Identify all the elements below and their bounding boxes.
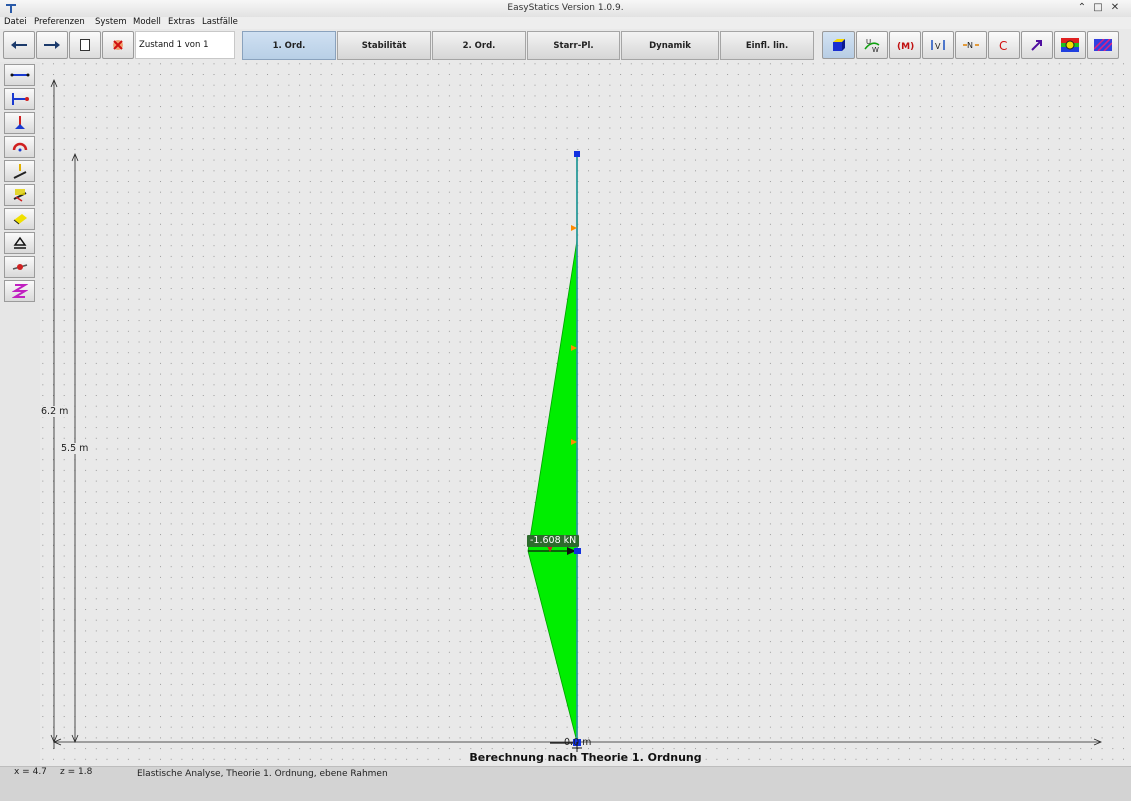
load-value-label: -1.608 kN xyxy=(527,535,580,547)
delete-state-icon xyxy=(113,40,123,50)
window-title: EasyStatics Version 1.0.9. xyxy=(507,3,624,13)
drawing-canvas[interactable]: 6.2 m 5.5 m -1.608 kN 0.0 m Berechnung n… xyxy=(40,62,1131,766)
area-load-tool-icon xyxy=(13,214,27,225)
tab-starr-pl[interactable]: Starr-Pl. xyxy=(527,31,620,60)
bar-tool-icon xyxy=(10,73,29,77)
uw-w-label: W xyxy=(872,46,879,53)
spring-tool-button[interactable] xyxy=(4,280,35,302)
bar-tool-button[interactable] xyxy=(4,64,35,86)
pattern-icon xyxy=(1094,39,1112,51)
vector-button[interactable] xyxy=(1021,31,1053,59)
reaction-button[interactable]: C xyxy=(988,31,1020,59)
uw-displacement-icon: U W xyxy=(864,38,880,53)
menu-lastfaelle[interactable]: Lastfälle xyxy=(202,17,238,27)
analysis-mode-text: Elastische Analyse, Theorie 1. Ordnung, … xyxy=(137,769,388,779)
menu-extras[interactable]: Extras xyxy=(168,17,195,27)
distributed-load-tool-button[interactable] xyxy=(4,184,35,206)
structure-drawing xyxy=(40,62,1131,766)
arrow-right-icon xyxy=(44,41,60,49)
normal-force-button[interactable]: N xyxy=(955,31,987,59)
close-icon[interactable]: ✕ xyxy=(1110,2,1120,13)
redo-button[interactable] xyxy=(36,31,68,59)
support-tool-button[interactable] xyxy=(4,112,35,134)
tab-stabilitaet[interactable]: Stabilität xyxy=(337,31,431,60)
base-support xyxy=(572,742,582,752)
stress-button[interactable] xyxy=(1054,31,1086,59)
bar-hinge-tool-icon xyxy=(11,93,29,105)
rotation-tool-button[interactable] xyxy=(4,136,35,158)
support-tool-icon xyxy=(14,116,25,129)
arrow-left-icon xyxy=(11,41,27,49)
bar-hinge-tool-button[interactable] xyxy=(4,88,35,110)
state-indicator: Zustand 1 von 1 xyxy=(135,31,235,59)
normal-force-icon: N xyxy=(963,41,979,50)
uw-u-label: U xyxy=(866,38,871,46)
node-load[interactable] xyxy=(574,548,581,554)
dimension-outer-label: 6.2 m xyxy=(40,406,70,417)
grid-dots xyxy=(40,62,1131,766)
model-view-button[interactable] xyxy=(822,31,855,59)
point-load-tool-button[interactable] xyxy=(4,160,35,182)
node-top[interactable] xyxy=(574,151,580,157)
menu-bar: Datei Preferenzen System Modell Extras L… xyxy=(0,17,1131,29)
bearing-tool-button[interactable] xyxy=(4,232,35,254)
status-bar: x = 4.7 z = 1.8 Elastische Analyse, Theo… xyxy=(0,766,1131,801)
new-document-icon xyxy=(80,39,90,51)
spring-tool-icon xyxy=(11,284,28,298)
arrow-icon xyxy=(1031,40,1042,51)
calculation-title: Berechnung nach Theorie 1. Ordnung xyxy=(469,751,702,764)
node-tool-button[interactable] xyxy=(4,256,35,278)
moment-icon: (M) xyxy=(897,42,914,52)
reaction-label: C xyxy=(999,39,1007,52)
minimize-icon[interactable]: ⌃ xyxy=(1077,2,1087,13)
area-load-tool-button[interactable] xyxy=(4,208,35,230)
displacement-button[interactable]: U W xyxy=(856,31,888,59)
dimension-inner-label: 5.5 m xyxy=(60,443,90,454)
maximize-icon[interactable]: □ xyxy=(1093,2,1103,13)
origin-label: 0.0 m xyxy=(564,737,592,748)
menu-datei[interactable]: Datei xyxy=(4,17,27,27)
menu-modell[interactable]: Modell xyxy=(133,17,161,27)
moment-label: (M) xyxy=(897,42,914,52)
bearing-tool-icon xyxy=(13,236,26,249)
tab-dynamik[interactable]: Dynamik xyxy=(621,31,719,60)
tab-2-ord[interactable]: 2. Ord. xyxy=(432,31,526,60)
title-bar: EasyStatics Version 1.0.9. ⌃ □ ✕ xyxy=(0,0,1131,18)
normal-force-label: N xyxy=(967,41,973,50)
load-markers xyxy=(571,225,577,445)
tab-einfl-lin[interactable]: Einfl. lin. xyxy=(720,31,814,60)
node-tool-icon xyxy=(12,264,27,270)
distributed-load-tool-icon xyxy=(13,189,26,202)
shear-label: V xyxy=(935,42,941,51)
menu-system[interactable]: System xyxy=(95,17,127,27)
shear-icon: V xyxy=(931,40,945,51)
undo-button[interactable] xyxy=(3,31,35,59)
delete-state-button[interactable] xyxy=(102,31,134,59)
new-state-button[interactable] xyxy=(69,31,101,59)
tool-palette xyxy=(0,62,40,762)
rotation-tool-icon xyxy=(12,142,27,152)
cube-icon xyxy=(832,39,845,51)
point-load-tool-icon xyxy=(13,164,26,179)
app-logo-icon xyxy=(6,4,16,13)
moment-button[interactable]: (M) xyxy=(889,31,921,59)
toolbar: Zustand 1 von 1 1. Ord. Stabilität 2. Or… xyxy=(0,29,1131,63)
tab-1-ord[interactable]: 1. Ord. xyxy=(242,31,336,60)
shear-button[interactable]: V xyxy=(922,31,954,59)
cursor-z: z = 1.8 xyxy=(60,767,93,777)
cursor-x: x = 4.7 xyxy=(14,767,47,777)
point-load-arrow[interactable] xyxy=(528,546,576,555)
pattern-button[interactable] xyxy=(1087,31,1119,59)
menu-preferenzen[interactable]: Preferenzen xyxy=(34,17,85,27)
reaction-icon: C xyxy=(999,39,1007,52)
stress-icon xyxy=(1061,38,1079,52)
